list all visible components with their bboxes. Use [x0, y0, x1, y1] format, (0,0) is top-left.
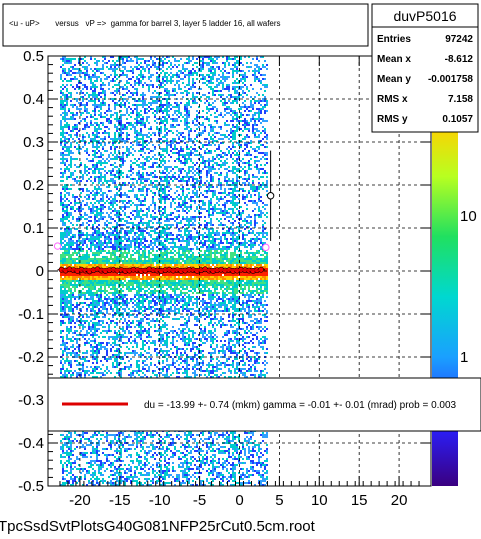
footer-filename: TpcSsdSvtPlotsG40G081NFP25rCut0.5cm.root: [0, 518, 316, 535]
y-tick-label-3: 0.2: [23, 177, 44, 194]
y-tick-label-7: -0.2: [18, 349, 44, 366]
outlier-point-0: [53, 242, 62, 250]
stats-label-1: Mean x: [377, 54, 411, 65]
palette-label-10: 10: [460, 208, 477, 225]
x-tick-label-1: -15: [109, 492, 131, 509]
x-tick-label-3: -5: [193, 492, 206, 509]
y-tick-label-2: 0.3: [23, 134, 44, 151]
stats-label-3: RMS x: [377, 94, 408, 105]
stats-box: duvP5016 Entries 97242 Mean x -8.612 Mean y -…: [371, 3, 479, 133]
y-tick-label-5: 0: [36, 263, 44, 280]
y-tick-label-8: -0.3: [18, 392, 44, 409]
y-tick-label-10: -0.5: [18, 478, 44, 495]
y-tick-label-9: -0.4: [18, 435, 44, 452]
stats-name: duvP5016: [393, 8, 456, 24]
axes: -20 -15 -10 -5 0 5 10 15 20 0.5 0.4 0.3 0.2 0.1 0 -0.1 -…: [18, 48, 431, 509]
stats-label-2: Mean y: [377, 74, 411, 85]
legend-fit-text: du = -13.99 +- 0.74 (mkm) gamma = -0.01 …: [144, 400, 457, 411]
x-tick-label-7: 15: [351, 492, 368, 509]
legend-box: du = -13.99 +- 0.74 (mkm) gamma = -0.01 …: [47, 377, 481, 432]
y-tick-label-1: 0.4: [23, 91, 44, 108]
stats-label-4: RMS y: [377, 114, 408, 125]
stats-value-0: 97242: [445, 34, 473, 45]
palette-label-1: 1: [460, 349, 468, 366]
y-tick-label-0: 0.5: [23, 48, 44, 65]
stats-value-4: 0.1057: [442, 114, 473, 125]
stats-label-0: Entries: [377, 34, 411, 45]
palette-labels: 10 1: [460, 208, 477, 366]
x-tick-label-0: -20: [69, 492, 91, 509]
x-tick-label-5: 5: [275, 492, 283, 509]
outlier-point-1: [262, 243, 270, 252]
x-tick-label-8: 20: [391, 492, 408, 509]
histogram-2d: [60, 56, 268, 486]
x-tick-label-4: 0: [235, 492, 243, 509]
profile-series: [53, 150, 275, 275]
x-tick-label-6: 10: [311, 492, 328, 509]
stats-value-3: 7.158: [448, 94, 473, 105]
chart-title: <u - uP> versus vP => gamma for barrel 3…: [9, 19, 281, 28]
stats-value-2: -0.001758: [428, 74, 473, 85]
x-tick-label-2: -10: [149, 492, 171, 509]
stats-value-1: -8.612: [445, 54, 474, 65]
y-tick-label-6: -0.1: [18, 306, 44, 323]
title-box: [2, 3, 369, 47]
y-tick-label-4: 0.1: [23, 220, 44, 237]
outlier-point-2: [266, 192, 275, 200]
